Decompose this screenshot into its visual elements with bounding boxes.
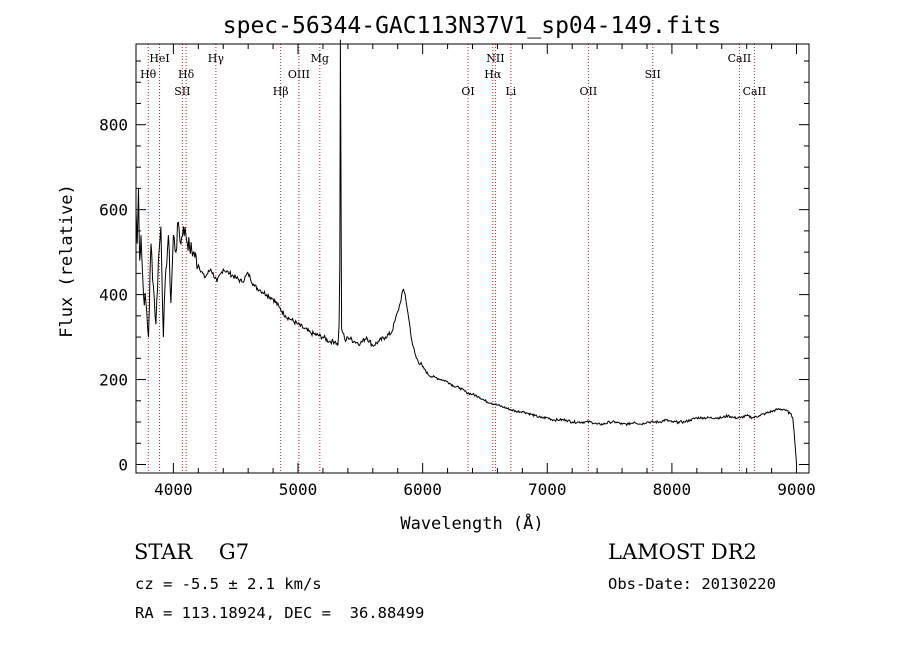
- line-label-11: Li: [505, 85, 516, 98]
- line-label-8: OI: [461, 85, 474, 98]
- y-tick-label: 0: [118, 456, 128, 475]
- x-tick-label: 9000: [777, 480, 816, 499]
- line-label-2: Hδ: [178, 68, 195, 81]
- line-label-4: Hγ: [208, 52, 225, 65]
- line-label-15: CaII: [743, 85, 767, 98]
- y-tick-label: 600: [99, 201, 128, 220]
- x-tick-label: 6000: [403, 480, 442, 499]
- line-label-14: CaII: [728, 52, 752, 65]
- y-tick-label: 800: [99, 116, 128, 135]
- line-label-10: Hα: [484, 68, 502, 81]
- x-axis-label: Wavelength (Å): [400, 512, 543, 534]
- plot-frame: [135, 43, 810, 474]
- coordinates-info: RA = 113.18924, DEC = 36.88499: [135, 604, 425, 622]
- object-class: STAR G7: [134, 540, 250, 564]
- x-tick-label: 8000: [653, 480, 692, 499]
- y-axis-label: Flux (relative): [57, 184, 77, 338]
- line-label-6: OIII: [288, 68, 310, 81]
- redshift-info: cz = -5.5 ± 2.1 km/s: [135, 575, 322, 593]
- y-tick-label: 200: [99, 371, 128, 390]
- observation-date: Obs-Date: 20130220: [608, 575, 776, 593]
- line-label-13: SII: [645, 68, 661, 81]
- y-tick-label: 400: [99, 286, 128, 305]
- x-tick-label: 5000: [279, 480, 318, 499]
- line-label-3: SII: [174, 85, 190, 98]
- line-label-5: Hβ: [273, 85, 289, 98]
- line-label-9: NII: [486, 52, 504, 65]
- survey-name: LAMOST DR2: [608, 540, 757, 564]
- chart-title: spec-56344-GAC113N37V1_sp04-149.fits: [223, 13, 722, 39]
- plot-axes: 4000 5000 6000 7000 8000 9000 0 200 400 600 800: [99, 43, 816, 499]
- x-tick-label: 4000: [154, 480, 193, 499]
- line-label-1: HeI: [149, 52, 169, 65]
- line-label-7: Mg: [311, 52, 329, 65]
- spectrum-series-line: [135, 39, 797, 465]
- line-label-0: Hθ: [140, 68, 157, 81]
- line-label-12: OII: [580, 85, 598, 98]
- x-tick-label: 7000: [528, 480, 567, 499]
